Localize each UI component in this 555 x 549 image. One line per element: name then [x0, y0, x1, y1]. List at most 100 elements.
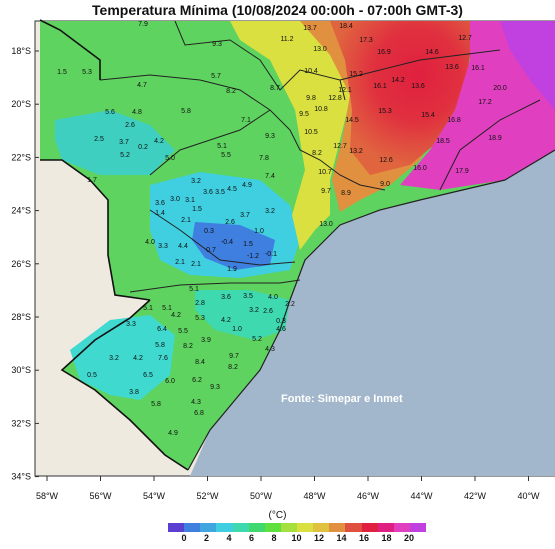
- lat-label: 32°S: [11, 418, 31, 428]
- station-value: 5.1: [217, 143, 227, 150]
- station-value: 2.1: [191, 261, 201, 268]
- station-value: 3.9: [201, 337, 211, 344]
- station-value: 3.6: [221, 294, 231, 301]
- station-value: 4.9: [242, 182, 252, 189]
- coastline: [187, 149, 555, 471]
- station-value: 0.3: [204, 228, 214, 235]
- station-value: 5.0: [165, 155, 175, 162]
- station-value: 9.7: [229, 353, 239, 360]
- lon-label: 56°W: [89, 491, 112, 501]
- colorbar-swatch: [313, 523, 330, 532]
- station-value: 9.8: [306, 95, 316, 102]
- colorbar-swatch: [216, 523, 233, 532]
- station-value: 14.2: [391, 77, 405, 84]
- station-value: 3.2: [191, 178, 201, 185]
- station-value: 4.9: [168, 430, 178, 437]
- station-value: 9.3: [210, 384, 220, 391]
- hottest-zone-core: [500, 21, 555, 110]
- country-borders: [39, 19, 189, 471]
- station-value: 8.2: [228, 364, 238, 371]
- station-value: 5.6: [105, 109, 115, 116]
- station-value: 3.3: [158, 243, 168, 250]
- station-value: 4.7: [137, 82, 147, 89]
- colorbar-swatch: [393, 523, 410, 532]
- colorbar-unit: (°C): [268, 510, 287, 521]
- station-value: 14.6: [425, 49, 439, 56]
- warm-zone: [230, 21, 355, 250]
- lat-label: 20°S: [11, 99, 31, 109]
- station-value: 2.1: [175, 259, 185, 266]
- station-value: 16.1: [373, 83, 387, 90]
- station-value: 3.8: [129, 389, 139, 396]
- station-value: 4.0: [145, 239, 155, 246]
- station-value: 14.5: [345, 117, 359, 124]
- colorbar-swatch: [184, 523, 201, 532]
- station-values: 7.99.311.213.013.7 18.417.316.9 14.612.713…: [57, 21, 507, 437]
- station-value: 6.4: [157, 326, 167, 333]
- station-value: 9.3: [212, 41, 222, 48]
- cool-zone-south: [70, 315, 175, 400]
- station-value: 5.2: [252, 336, 262, 343]
- station-value: 2.6: [225, 219, 235, 226]
- station-value: 1.0: [232, 326, 242, 333]
- station-value: 7.6: [158, 355, 168, 362]
- lon-label: 44°W: [410, 491, 433, 501]
- station-value: 13.7: [303, 25, 317, 32]
- station-value: 10.5: [304, 129, 318, 136]
- state-borders: [99, 20, 541, 293]
- lat-label: 26°S: [11, 259, 31, 269]
- station-value: 1.5: [243, 241, 253, 248]
- station-value: 4.2: [171, 312, 181, 319]
- station-value: 13.2: [349, 148, 363, 155]
- station-value: 18.9: [488, 135, 502, 142]
- colorbar-tick: 16: [358, 533, 370, 543]
- lat-label: 22°S: [11, 152, 31, 162]
- station-value: 8.2: [226, 88, 236, 95]
- station-value: 3.5: [215, 189, 225, 196]
- station-value: -0.1: [265, 251, 277, 258]
- station-value: 3.1: [185, 197, 195, 204]
- station-value: 5.5: [221, 152, 231, 159]
- station-value: 5.8: [155, 342, 165, 349]
- station-value: 15.2: [349, 71, 363, 78]
- station-value: 9.0: [380, 181, 390, 188]
- station-value: 1.7: [87, 177, 97, 184]
- station-value: -1.2: [247, 253, 259, 260]
- station-value: 17.3: [359, 37, 373, 44]
- station-value: 6.5: [143, 372, 153, 379]
- station-value: 12.7: [458, 35, 472, 42]
- station-value: 6.2: [192, 377, 202, 384]
- station-value: 5.5: [178, 328, 188, 335]
- station-value: 1.9: [227, 266, 237, 273]
- colorbar-tick: 14: [336, 533, 347, 543]
- latitude-labels: 18°S 20°S 22°S 24°S 26°S 28°S 30°S 32°S 34°S: [11, 46, 31, 482]
- station-value: 5.3: [82, 69, 92, 76]
- lat-label: 34°S: [11, 472, 31, 482]
- station-value: 5.1: [189, 286, 199, 293]
- colorbar-swatch: [297, 523, 314, 532]
- station-value: 8.7: [270, 85, 280, 92]
- station-value: 17.2: [478, 99, 492, 106]
- station-value: 9.7: [321, 188, 331, 195]
- station-value: 15.4: [421, 112, 435, 119]
- colorbar-tick: 4: [226, 533, 232, 543]
- station-value: 6.0: [165, 378, 175, 385]
- colorbar-swatch: [264, 523, 281, 532]
- station-value: 5.3: [195, 315, 205, 322]
- colorbar-swatch: [409, 523, 426, 532]
- station-value: 1.0: [254, 228, 264, 235]
- station-value: 12.6: [379, 157, 393, 164]
- station-value: 4.6: [276, 326, 286, 333]
- station-value: 0.3: [276, 318, 286, 325]
- station-value: 0.7: [206, 247, 216, 254]
- graticule: [35, 50, 529, 481]
- colorbar-swatch: [248, 523, 265, 532]
- station-value: 15.3: [378, 108, 392, 115]
- station-value: 18.4: [339, 23, 353, 30]
- station-value: 13.6: [411, 83, 425, 90]
- colorbar-tick: 20: [403, 533, 415, 543]
- station-value: 10.4: [304, 68, 318, 75]
- station-value: 20.0: [493, 85, 507, 92]
- ocean-area: [190, 150, 555, 476]
- station-value: 4.3: [265, 346, 275, 353]
